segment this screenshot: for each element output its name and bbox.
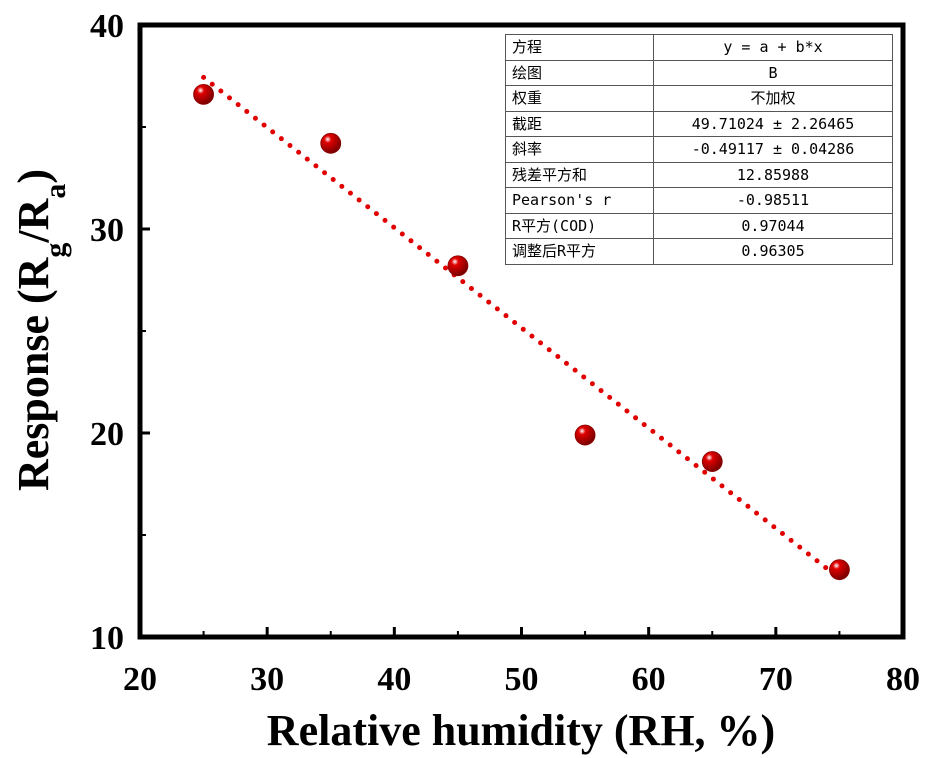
y-tick-label: 10 xyxy=(90,620,124,657)
stats-value: 12.85988 xyxy=(653,161,893,188)
stats-value: -0.98511 xyxy=(653,187,893,214)
data-point xyxy=(447,255,469,277)
stats-value: B xyxy=(653,59,893,86)
stats-value: -0.49117 ± 0.04286 xyxy=(653,136,893,163)
stats-row: 方程 y = a + b*x xyxy=(505,34,893,61)
stats-key: 截距 xyxy=(505,110,654,137)
x-tick-label: 70 xyxy=(759,661,793,698)
stats-key: R平方(COD) xyxy=(505,212,654,239)
stats-key: Pearson's r xyxy=(505,187,654,214)
stats-row: 绘图 B xyxy=(505,59,893,86)
stats-row: 截距 49.71024 ± 2.26465 xyxy=(505,110,893,137)
stats-key: 方程 xyxy=(505,34,654,61)
stats-row: R平方(COD) 0.97044 xyxy=(505,212,893,239)
y-tick-label: 30 xyxy=(90,212,124,249)
x-tick-label: 30 xyxy=(250,661,284,698)
x-tick-label: 50 xyxy=(505,661,539,698)
data-point xyxy=(701,451,723,472)
data-point xyxy=(829,559,850,581)
stats-row: Pearson's r -0.98511 xyxy=(505,187,893,214)
fit-line xyxy=(201,74,842,581)
stats-value: 不加权 xyxy=(653,85,893,112)
stats-key: 残差平方和 xyxy=(505,161,654,188)
stats-row: 斜率 -0.49117 ± 0.04286 xyxy=(505,136,893,163)
data-point xyxy=(320,132,342,154)
stats-value: 0.96305 xyxy=(653,238,893,265)
x-tick-label: 20 xyxy=(123,661,157,698)
stats-row: 残差平方和 12.85988 xyxy=(505,161,893,188)
stats-value: y = a + b*x xyxy=(653,34,893,61)
stats-key: 权重 xyxy=(505,85,654,112)
stats-key: 斜率 xyxy=(505,136,654,163)
x-tick-label: 40 xyxy=(377,661,411,698)
stats-key: 绘图 xyxy=(505,59,654,86)
data-point xyxy=(193,83,214,105)
y-tick-label: 20 xyxy=(90,416,124,453)
y-tick-label: 40 xyxy=(90,8,124,45)
x-tick-label: 80 xyxy=(886,661,920,698)
data-point xyxy=(574,424,596,446)
stats-row: 调整后R平方 0.96305 xyxy=(505,238,893,265)
stats-key: 调整后R平方 xyxy=(505,238,654,265)
y-axis-title: Response (Rg/Ra) xyxy=(9,169,72,491)
fit-statistics-table: 方程 y = a + b*x 绘图 B 权重 不加权 截距 49.71024 ± 2.2646… xyxy=(505,34,893,265)
x-tick-label: 60 xyxy=(632,661,666,698)
stats-row: 权重 不加权 xyxy=(505,85,893,112)
x-axis-title: Relative humidity (RH, %) xyxy=(267,706,775,755)
stats-value: 0.97044 xyxy=(653,212,893,239)
stats-value: 49.71024 ± 2.26465 xyxy=(653,110,893,137)
